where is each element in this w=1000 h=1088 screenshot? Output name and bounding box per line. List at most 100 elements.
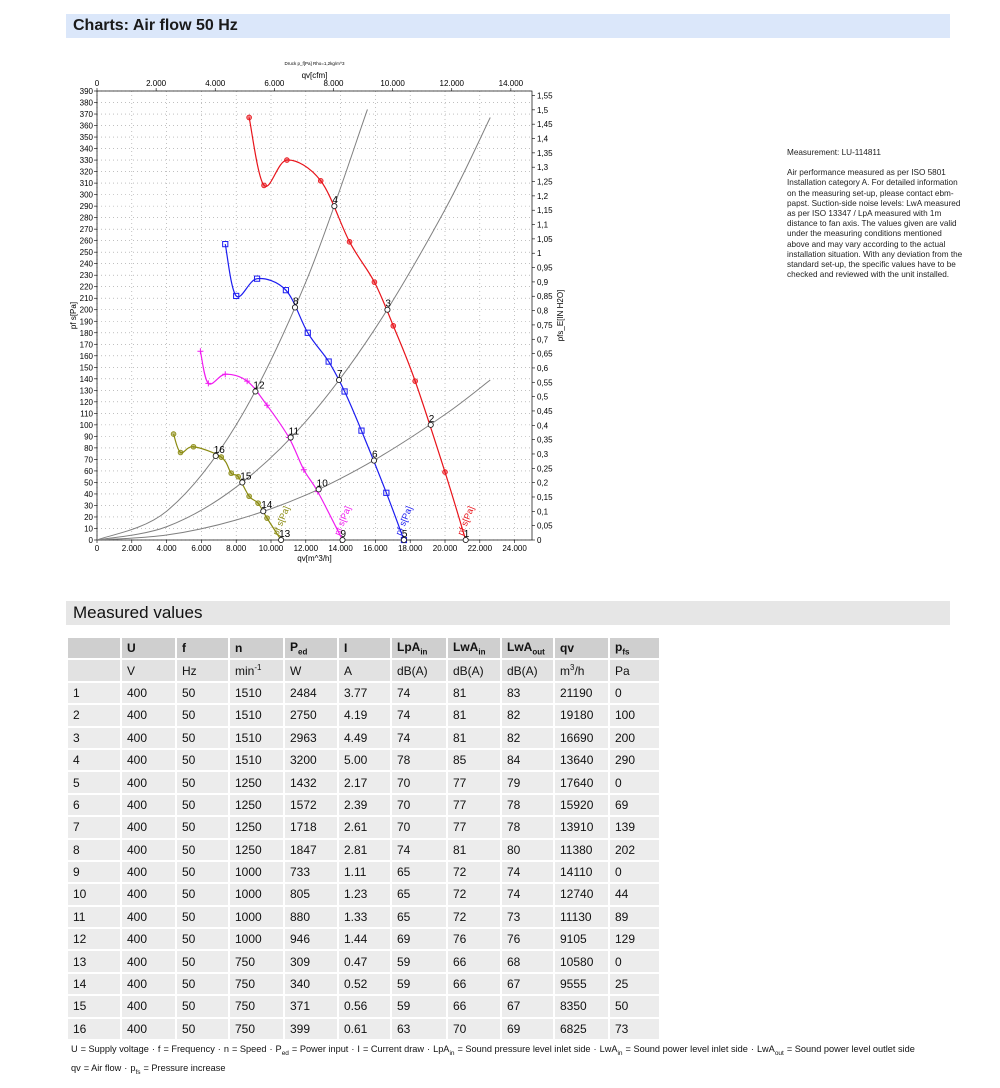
- table-cell: 11130: [553, 904, 610, 930]
- table-cell: 2.39: [337, 792, 392, 818]
- table-cell: 400: [120, 927, 177, 952]
- table-cell: 50: [175, 904, 230, 930]
- table-cell: 10580: [553, 949, 610, 974]
- operating-point: [370, 457, 378, 464]
- y-tick-label: 260: [80, 237, 94, 246]
- y2-tick-label: 0: [537, 536, 542, 545]
- y2-tick-label: 1,4: [537, 135, 549, 144]
- table-cell: 50: [175, 837, 230, 862]
- table-cell: 67: [500, 971, 555, 997]
- table-cell: 50: [175, 703, 230, 728]
- header-row-cell: qv: [553, 635, 610, 661]
- table-cell: 15920: [553, 792, 610, 818]
- table-cell: 89: [608, 904, 661, 930]
- data-row: 3 400 50 1510 2963 4.49 74 81 82 16690 200: [66, 725, 661, 750]
- marker: [341, 388, 348, 395]
- table-cell: 1000: [228, 859, 285, 885]
- table-cell: 70: [446, 1016, 502, 1042]
- table-cell: 76: [446, 927, 502, 952]
- units-row-cell: dB(A): [390, 658, 448, 683]
- operating-point-label: 13: [279, 529, 291, 540]
- table-cell: 1.44: [337, 927, 392, 952]
- operating-point: [462, 536, 469, 544]
- operating-point: [315, 486, 322, 493]
- marker: [233, 292, 240, 300]
- table-cell: 1718: [283, 815, 339, 840]
- header-row-cell: pfs: [608, 635, 661, 661]
- data-row: 2 400 50 1510 2750 4.19 74 81 82 19180 100: [66, 703, 661, 728]
- y-tick-label: 150: [80, 363, 94, 372]
- table-cell: 50: [175, 725, 230, 750]
- separator: ·: [217, 1044, 221, 1054]
- units-row-cell: m3/h: [553, 658, 610, 683]
- table-cell: 12: [66, 927, 122, 952]
- footnote-symbol: I: [357, 1044, 360, 1054]
- units-row-cell: V: [120, 658, 177, 683]
- table-cell: 50: [175, 994, 230, 1019]
- table-cell: 77: [446, 792, 502, 818]
- table-cell: 59: [390, 994, 448, 1019]
- y-tick-label: 350: [80, 133, 94, 142]
- y2-tick-label: 0,55: [537, 378, 553, 387]
- table-cell: 202: [608, 837, 661, 862]
- table-cell: 1847: [283, 837, 339, 862]
- measurement-note: Measurement: LU-114811 Air performance m…: [787, 148, 965, 290]
- table-cell: 1250: [228, 770, 285, 795]
- y-tick-label: 290: [80, 202, 94, 211]
- table-cell: 13: [66, 949, 122, 974]
- table-cell: 100: [608, 703, 661, 728]
- header-row-cell: U: [120, 635, 177, 661]
- table-cell: 0.47: [337, 949, 392, 974]
- marker: [253, 275, 261, 282]
- footnote-text: = Frequency: [163, 1044, 215, 1054]
- y-tick-label: 240: [80, 260, 94, 269]
- operating-point-label: 11: [289, 427, 300, 438]
- y-tick-label: 370: [80, 110, 94, 119]
- y2-tick-label: 1,3: [537, 163, 549, 172]
- footnote-symbol: n: [223, 1044, 229, 1054]
- x-tick-label: 10.000: [259, 544, 284, 553]
- separator: ·: [427, 1044, 431, 1054]
- table-cell: 19180: [553, 703, 610, 728]
- header-row-cell: n: [228, 635, 285, 661]
- table-cell: 59: [390, 971, 448, 997]
- table-cell: 1.33: [337, 904, 392, 930]
- table-cell: 81: [446, 725, 502, 750]
- y2-tick-label: 0,05: [537, 522, 553, 531]
- footnote-text: = Sound power level outlet side: [786, 1044, 915, 1054]
- separator: ·: [151, 1044, 155, 1054]
- y2-tick-label: 1,5: [537, 106, 549, 115]
- data-row: 8 400 50 1250 1847 2.81 74 81 80 11380 202: [66, 837, 661, 862]
- chart: Druck p_f[Pa] Rho=1,2kg/m^3 qv[cfm] qv[m^3…: [69, 61, 565, 563]
- data-row: 12 400 50 1000 946 1.44 69 76 76 9105 129: [66, 927, 661, 952]
- y-tick-label: 20: [84, 513, 93, 522]
- table-cell: 1250: [228, 792, 285, 818]
- y2-tick-label: 0,5: [537, 393, 549, 402]
- table-cell: 13640: [553, 747, 610, 773]
- data-row: 14 400 50 750 340 0.52 59 66 67 9555 25: [66, 971, 661, 997]
- y2-tick-label: 1,05: [537, 235, 553, 244]
- table-cell: 69: [608, 792, 661, 818]
- table-cell: 73: [608, 1016, 661, 1042]
- cell-sub: ed: [298, 647, 308, 657]
- table-cell: 400: [120, 680, 177, 706]
- table-cell: 59: [390, 949, 448, 974]
- data-row: 13 400 50 750 309 0.47 59 66 68 10580 0: [66, 949, 661, 974]
- footnote-sub: fs: [135, 1068, 141, 1076]
- operating-point: [260, 508, 267, 515]
- table-cell: 21190: [553, 680, 610, 706]
- table-cell: 74: [390, 725, 448, 750]
- header-row-cell: LwAout: [500, 635, 555, 661]
- x2-tick-label: 12.000: [440, 79, 465, 88]
- table-cell: 750: [228, 949, 285, 974]
- x-tick-label: 6.000: [191, 544, 212, 553]
- marker: [317, 178, 324, 184]
- y-tick-label: 310: [80, 179, 94, 188]
- y2-tick-label: 1,25: [537, 178, 553, 187]
- section-title: Measured values: [73, 603, 203, 622]
- table-cell: 1510: [228, 703, 285, 728]
- table-cell: 66: [446, 971, 502, 997]
- table-cell: 81: [446, 703, 502, 728]
- table-cell: 400: [120, 859, 177, 885]
